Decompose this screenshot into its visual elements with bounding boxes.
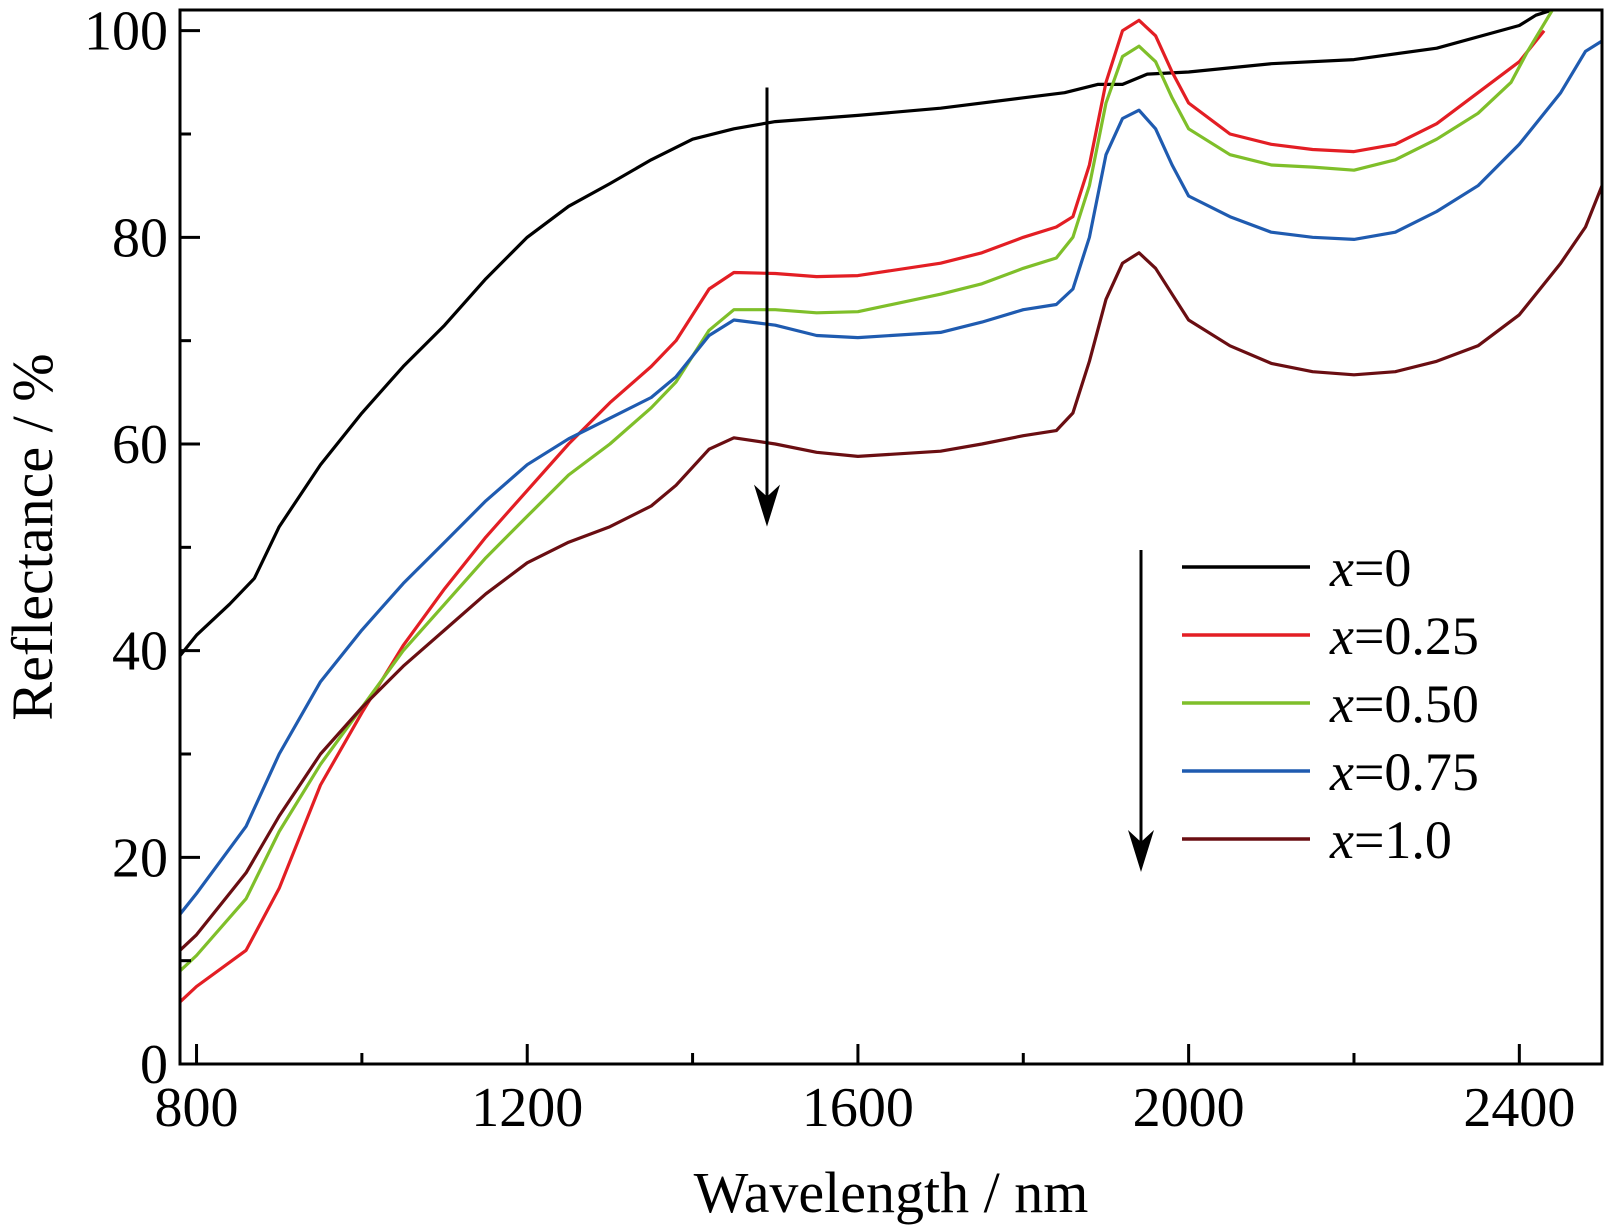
legend-arrow <box>1128 550 1154 872</box>
legend-label-3: x=0.75 <box>1329 742 1479 802</box>
x-tick-label: 2400 <box>1463 1077 1575 1139</box>
series-line-1 <box>180 18 1546 1004</box>
series-line-2 <box>180 10 1554 973</box>
series-line-4 <box>180 185 1602 952</box>
x-axis-label: Wavelength / nm <box>694 1160 1089 1225</box>
y-tick-label: 20 <box>112 827 168 889</box>
x-tick-label: 800 <box>155 1077 239 1139</box>
series-line-3 <box>180 39 1602 916</box>
y-tick-label: 100 <box>84 1 168 63</box>
legend-label-4: x=1.0 <box>1329 810 1452 870</box>
y-tick-label: 80 <box>112 207 168 269</box>
legend-label-2: x=0.50 <box>1329 674 1479 734</box>
x-tick-label: 2000 <box>1133 1077 1245 1139</box>
legend: x=0 x=0.25 x=0.50 x=0.75 x=1.0 <box>1128 538 1479 872</box>
y-tick-label: 60 <box>112 414 168 476</box>
series-line-0 <box>180 10 1553 657</box>
ticks-layer: 800 1200 1600 2000 2400 0 20 40 60 80 100 <box>84 1 1575 1139</box>
plot-frame <box>178 8 1604 1066</box>
y-tick-label: 40 <box>112 621 168 683</box>
series-layer <box>180 10 1602 1004</box>
legend-label-1: x=0.25 <box>1329 606 1479 666</box>
trend-arrow <box>753 87 780 527</box>
x-tick-label: 1200 <box>471 1077 583 1139</box>
y-tick-label: 0 <box>140 1034 168 1096</box>
legend-label-0: x=0 <box>1329 538 1411 598</box>
annotation-layer <box>753 87 780 527</box>
x-tick-label: 1600 <box>802 1077 914 1139</box>
y-axis-label: Reflectance / % <box>0 353 65 720</box>
